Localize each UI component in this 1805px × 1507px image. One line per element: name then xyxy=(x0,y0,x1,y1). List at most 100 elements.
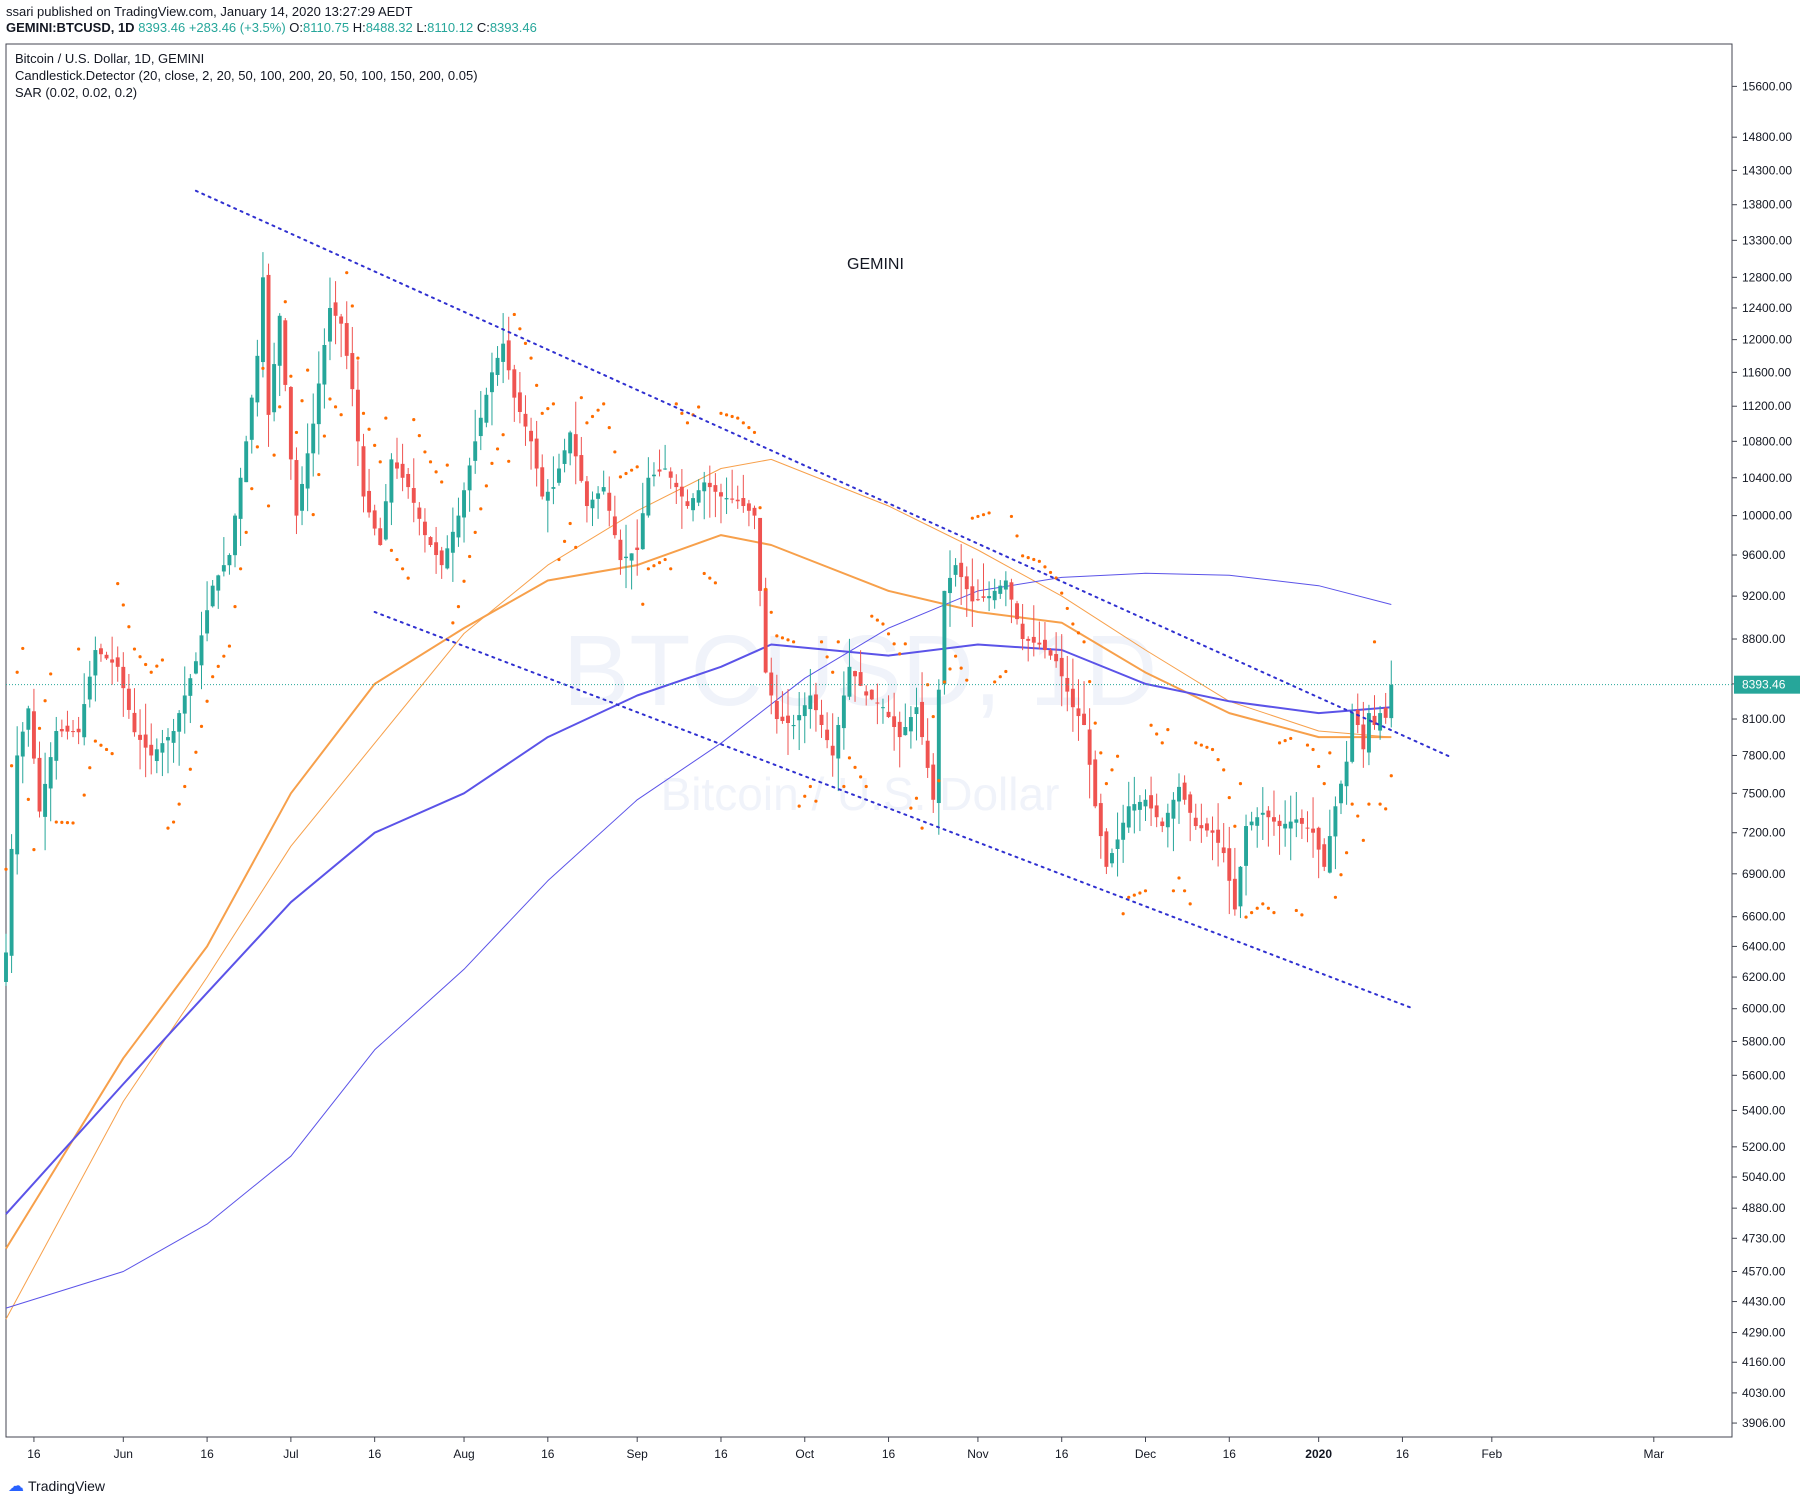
indicator-candlestick-detector[interactable]: Candlestick.Detector (20, close, 2, 20, … xyxy=(15,68,478,83)
sar-dot xyxy=(1361,838,1365,842)
candle-body xyxy=(1160,821,1165,827)
candle-body xyxy=(618,539,623,561)
candle-body xyxy=(948,577,952,594)
x-tick-label: 16 xyxy=(368,1447,382,1461)
x-tick-label: Dec xyxy=(1135,1447,1156,1461)
footer-logo[interactable]: ☁ TradingView xyxy=(8,1476,105,1496)
sar-dot xyxy=(445,463,449,467)
candle-body xyxy=(819,714,824,726)
sar-dot xyxy=(350,304,354,308)
candle-body xyxy=(1238,866,1243,907)
sar-dot xyxy=(216,664,220,668)
y-tick-label: 4730.00 xyxy=(1742,1231,1786,1245)
candle-body xyxy=(1355,710,1360,726)
sar-dot xyxy=(529,356,533,360)
sar-dot xyxy=(1205,745,1209,749)
candle-body xyxy=(300,483,305,511)
sar-dot xyxy=(328,397,332,401)
sar-dot xyxy=(15,670,19,674)
sar-dot xyxy=(473,530,477,534)
sar-dot xyxy=(239,567,243,571)
x-tick-label: 16 xyxy=(27,1447,41,1461)
candle-body xyxy=(1110,853,1114,864)
candle-body xyxy=(316,383,321,425)
sar-dot xyxy=(602,402,606,406)
candle-body xyxy=(1333,806,1338,837)
candle-body xyxy=(836,725,841,759)
sar-dot xyxy=(613,450,617,454)
candle-body xyxy=(596,493,601,499)
candle-body xyxy=(964,576,969,590)
sar-dot xyxy=(1182,889,1187,893)
sar-dot xyxy=(568,521,572,526)
candle-body xyxy=(445,548,450,569)
candle-body xyxy=(517,392,522,412)
x-tick-label: Jul xyxy=(283,1447,298,1461)
sar-dot xyxy=(535,383,539,387)
sar-dot xyxy=(71,821,75,825)
indicator-main[interactable]: Bitcoin / U.S. Dollar, 1D, GEMINI xyxy=(15,51,205,66)
candle-body xyxy=(221,565,226,572)
candle-body xyxy=(1244,826,1248,866)
sar-dot xyxy=(266,504,271,508)
candle-body xyxy=(115,657,120,667)
sar-dot xyxy=(1344,851,1349,855)
indicator-sar[interactable]: SAR (0.02, 0.02, 0.2) xyxy=(15,85,138,100)
sar-dot xyxy=(1311,747,1315,752)
candle-body xyxy=(780,716,785,722)
candle-body xyxy=(1232,878,1237,910)
sar-dot xyxy=(1155,732,1159,736)
sar-dot xyxy=(1210,747,1215,752)
candle-body xyxy=(478,417,483,437)
candle-body xyxy=(908,717,913,732)
sar-dot xyxy=(211,675,215,679)
sar-dot xyxy=(1261,902,1265,906)
candle-body xyxy=(93,650,98,676)
sar-dot xyxy=(769,610,773,614)
sar-dot xyxy=(322,434,326,438)
candle-body xyxy=(746,503,751,511)
candle-body xyxy=(344,323,349,356)
sar-dot xyxy=(596,408,600,412)
sar-dot xyxy=(227,644,232,648)
sar-dot xyxy=(1233,824,1237,828)
candle-body xyxy=(685,501,690,507)
candle-body xyxy=(1322,844,1327,867)
candle-body xyxy=(87,676,92,700)
candle-body xyxy=(970,586,975,602)
sar-dot xyxy=(1317,764,1321,769)
sar-dot xyxy=(987,511,991,515)
candle-body xyxy=(428,537,433,546)
sar-dot xyxy=(1250,911,1254,915)
sar-dot xyxy=(1071,622,1075,626)
sar-dot xyxy=(339,413,343,417)
symbol-name: GEMINI:BTCUSD, 1D xyxy=(6,20,135,35)
candle-body xyxy=(71,731,75,733)
sar-dot xyxy=(456,605,461,609)
sar-dot xyxy=(428,460,433,464)
sar-dot xyxy=(250,487,254,491)
candle-body xyxy=(1389,684,1394,719)
candle-body xyxy=(881,707,885,709)
candle-body xyxy=(1087,729,1092,765)
x-tick-label: 16 xyxy=(882,1447,896,1461)
sar-dot xyxy=(406,576,410,580)
sar-dot xyxy=(490,461,494,465)
x-tick-label: Oct xyxy=(795,1447,814,1461)
sar-dot xyxy=(1227,796,1231,800)
sar-dot xyxy=(847,756,852,760)
y-tick-label: 11200.00 xyxy=(1742,399,1791,413)
sar-dot xyxy=(462,579,466,583)
sar-dot xyxy=(1294,908,1298,913)
sar-dot xyxy=(1021,554,1025,558)
sar-dot xyxy=(417,434,421,438)
sar-dot xyxy=(1065,606,1069,611)
candle-body xyxy=(1210,830,1215,833)
y-tick-label: 4160.00 xyxy=(1742,1355,1786,1369)
sar-dot xyxy=(914,796,919,800)
sar-dot xyxy=(289,374,293,378)
low-value: 8110.12 xyxy=(427,20,474,35)
candle-body xyxy=(813,694,818,711)
sar-dot xyxy=(1048,570,1053,575)
